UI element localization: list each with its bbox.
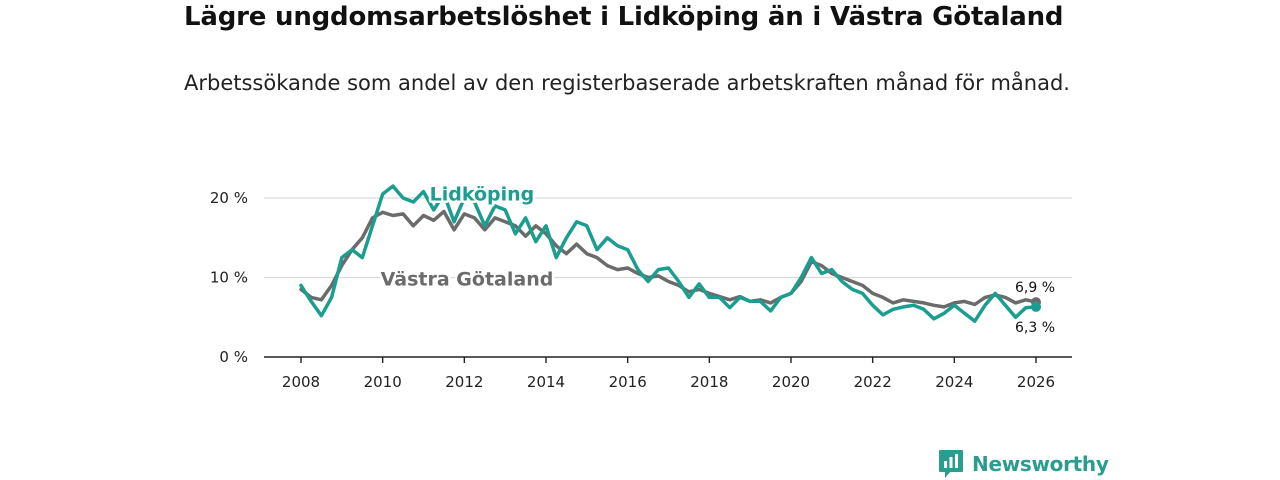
y-tick-label: 20 %: [210, 189, 248, 207]
label-layer: Västra Götaland Lidköping 6,9 % 6,3 %: [378, 181, 1057, 338]
series-layer: [299, 184, 1041, 323]
series-line-vastra-gotaland: [299, 209, 1038, 309]
x-tick-label: 2022: [854, 373, 892, 391]
brand-logo[interactable]: Newsworthy: [938, 449, 1109, 479]
x-tick-label: 2010: [364, 373, 402, 391]
brand-name: Newsworthy: [972, 452, 1109, 476]
x-tick-label: 2016: [609, 373, 647, 391]
x-tick-label: 2018: [690, 373, 728, 391]
end-label-vastra-gotaland: 6,9 %: [1015, 280, 1055, 296]
x-tick-label: 2014: [527, 373, 565, 391]
x-tick-label: 2008: [282, 373, 320, 391]
end-label-lidkoping: 6,3 %: [1015, 320, 1055, 336]
x-tick-label: 2012: [445, 373, 483, 391]
axis-layer: 0 % 10 % 20 % 2008 2010 2012 2014 2016 2018 2020 2…: [210, 189, 1072, 391]
x-tick-label: 2020: [772, 373, 810, 391]
series-label-lidkoping: Lidköping: [430, 183, 535, 205]
series-line-lidkoping: [299, 184, 1038, 323]
x-tick-label: 2024: [935, 373, 973, 391]
y-tick-label: 0 %: [219, 348, 248, 366]
series-label-vastra-gotaland: Västra Götaland: [381, 268, 554, 290]
x-tick-label: 2026: [1017, 373, 1055, 391]
y-tick-label: 10 %: [210, 269, 248, 287]
grid-layer: [264, 197, 1072, 279]
chart-title: Lägre ungdomsarbetslöshet i Lidköping än…: [184, 2, 1064, 32]
newsworthy-logo-icon: [939, 450, 963, 478]
chart-subtitle: Arbetssökande som andel av den registerb…: [184, 71, 1070, 95]
end-point-lidkoping: [1031, 301, 1041, 312]
